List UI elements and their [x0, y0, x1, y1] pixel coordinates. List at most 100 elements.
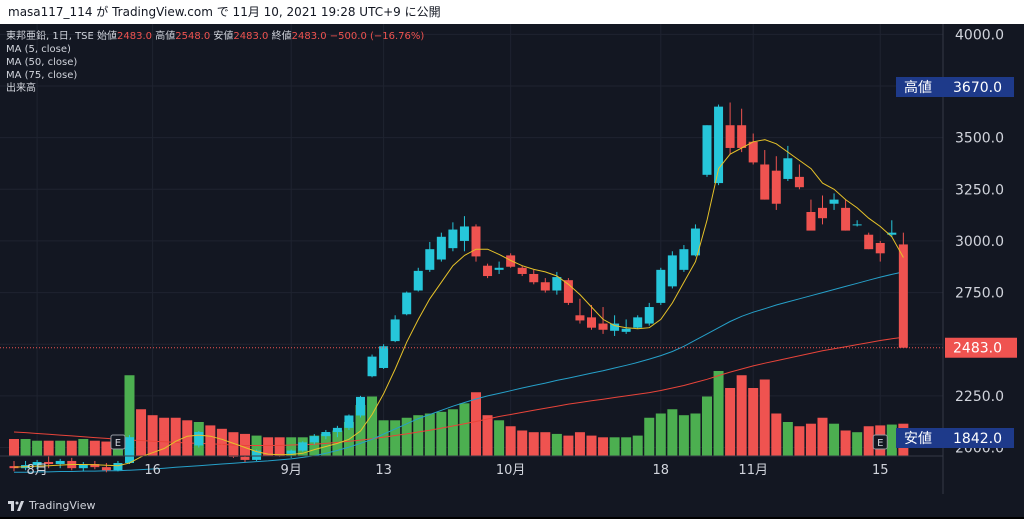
volume-bar: [632, 435, 643, 456]
earnings-marker-label: E: [115, 438, 121, 449]
volume-bar: [551, 433, 562, 456]
candle: [875, 242, 885, 254]
volume-bar: [771, 413, 782, 456]
high-badge: [896, 77, 1014, 97]
volume-bar: [667, 409, 678, 456]
candle: [529, 273, 539, 283]
candle: [552, 277, 562, 291]
volume-bar: [78, 439, 89, 456]
legend-close-label: 終値: [271, 31, 292, 42]
volume-bar: [459, 403, 470, 456]
volume-bar: [309, 435, 320, 456]
volume-bar: [216, 428, 227, 456]
legend-symbol: 東邦亜鉛, 1日, TSE: [6, 31, 94, 42]
candle: [171, 434, 181, 437]
candle: [55, 460, 65, 465]
low-badge-value: 1842.0: [953, 431, 1002, 447]
chart-svg[interactable]: 4000.03750.03500.03250.03000.02750.02500…: [0, 24, 1024, 494]
candle: [402, 292, 412, 315]
tradingview-brand: TradingView: [29, 499, 96, 512]
candle: [413, 270, 423, 291]
volume-bar: [494, 420, 505, 456]
chart-panel[interactable]: 4000.03750.03500.03250.03000.02750.02500…: [0, 24, 1024, 494]
legend-open-label: 始値: [97, 31, 118, 42]
volume-bar: [55, 440, 66, 456]
low-badge-label: 安値: [904, 431, 932, 447]
low-badge: [896, 428, 1014, 448]
x-tick-label: 13: [375, 463, 392, 478]
volume-bar: [655, 413, 666, 456]
candle: [90, 464, 100, 468]
volume-bar: [528, 432, 539, 456]
high-badge-label: 高値: [904, 79, 932, 96]
candle: [864, 234, 874, 250]
volume-bar: [586, 435, 597, 456]
legend-high-label: 高値: [155, 31, 176, 42]
volume-bar: [540, 432, 551, 456]
candle: [829, 199, 839, 204]
legend-ma75[interactable]: MA (75, close): [6, 70, 78, 81]
publish-text: masa117_114 が TradingView.com で 11月 10, …: [8, 5, 441, 19]
candle: [32, 461, 42, 466]
volume-bar: [840, 430, 851, 456]
candle: [148, 430, 158, 433]
candle: [725, 125, 735, 148]
volume-bar: [9, 439, 19, 456]
legend-low-label: 安値: [213, 31, 234, 42]
candle: [205, 432, 215, 448]
candle: [679, 249, 689, 270]
candle: [309, 436, 319, 443]
candle: [783, 158, 793, 179]
earnings-marker-label: E: [877, 438, 883, 449]
candle: [898, 244, 908, 348]
volume-bar: [713, 371, 724, 456]
earnings-marker: [110, 434, 126, 450]
current-price-badge: [945, 337, 1017, 358]
tradingview-logo[interactable]: TradingView: [8, 494, 95, 517]
volume-bar: [436, 411, 447, 456]
candle: [228, 449, 238, 457]
volume-bar: [286, 437, 297, 456]
candle: [818, 207, 827, 219]
legend-low-value: 2483.0: [233, 31, 269, 42]
candle: [298, 442, 308, 451]
candle: [667, 255, 677, 287]
volume-bar: [644, 417, 655, 456]
volume-bar: [32, 440, 43, 456]
candle: [841, 207, 851, 231]
candle: [101, 467, 111, 471]
x-tick-label: 10月: [496, 463, 526, 478]
volume-bar: [886, 424, 897, 456]
candle: [459, 226, 469, 241]
ma50-line: [14, 271, 904, 473]
y-tick-label: 3250.0: [955, 182, 1004, 198]
volume-bar: [690, 413, 701, 456]
volume-bar: [574, 432, 585, 456]
y-tick-label: 4000.0: [955, 27, 1004, 43]
volume-bar: [517, 430, 528, 456]
candle: [690, 228, 700, 256]
candle: [506, 255, 516, 267]
candle: [887, 232, 897, 235]
legend-ma5[interactable]: MA (5, close): [6, 44, 71, 55]
earnings-marker: [872, 434, 888, 450]
volume-bar: [817, 417, 828, 456]
legend-ma50[interactable]: MA (50, close): [6, 57, 78, 68]
volume-bar: [447, 409, 458, 456]
candle: [563, 280, 573, 303]
volume-bar: [563, 435, 574, 456]
high-badge-value: 3670.0: [953, 80, 1002, 96]
candle: [344, 415, 354, 428]
candle: [240, 456, 250, 460]
x-tick-label: 11月: [738, 463, 768, 478]
candle: [125, 437, 134, 464]
volume-bar: [598, 437, 609, 456]
volume-bar: [505, 426, 516, 456]
legend-close-value: 2483.0: [291, 31, 327, 42]
legend-volume[interactable]: 出来高: [6, 83, 36, 94]
candle: [425, 249, 435, 270]
volume-bar: [401, 417, 412, 456]
candle: [136, 424, 146, 431]
candle: [517, 267, 527, 274]
volume-bar: [736, 375, 747, 456]
